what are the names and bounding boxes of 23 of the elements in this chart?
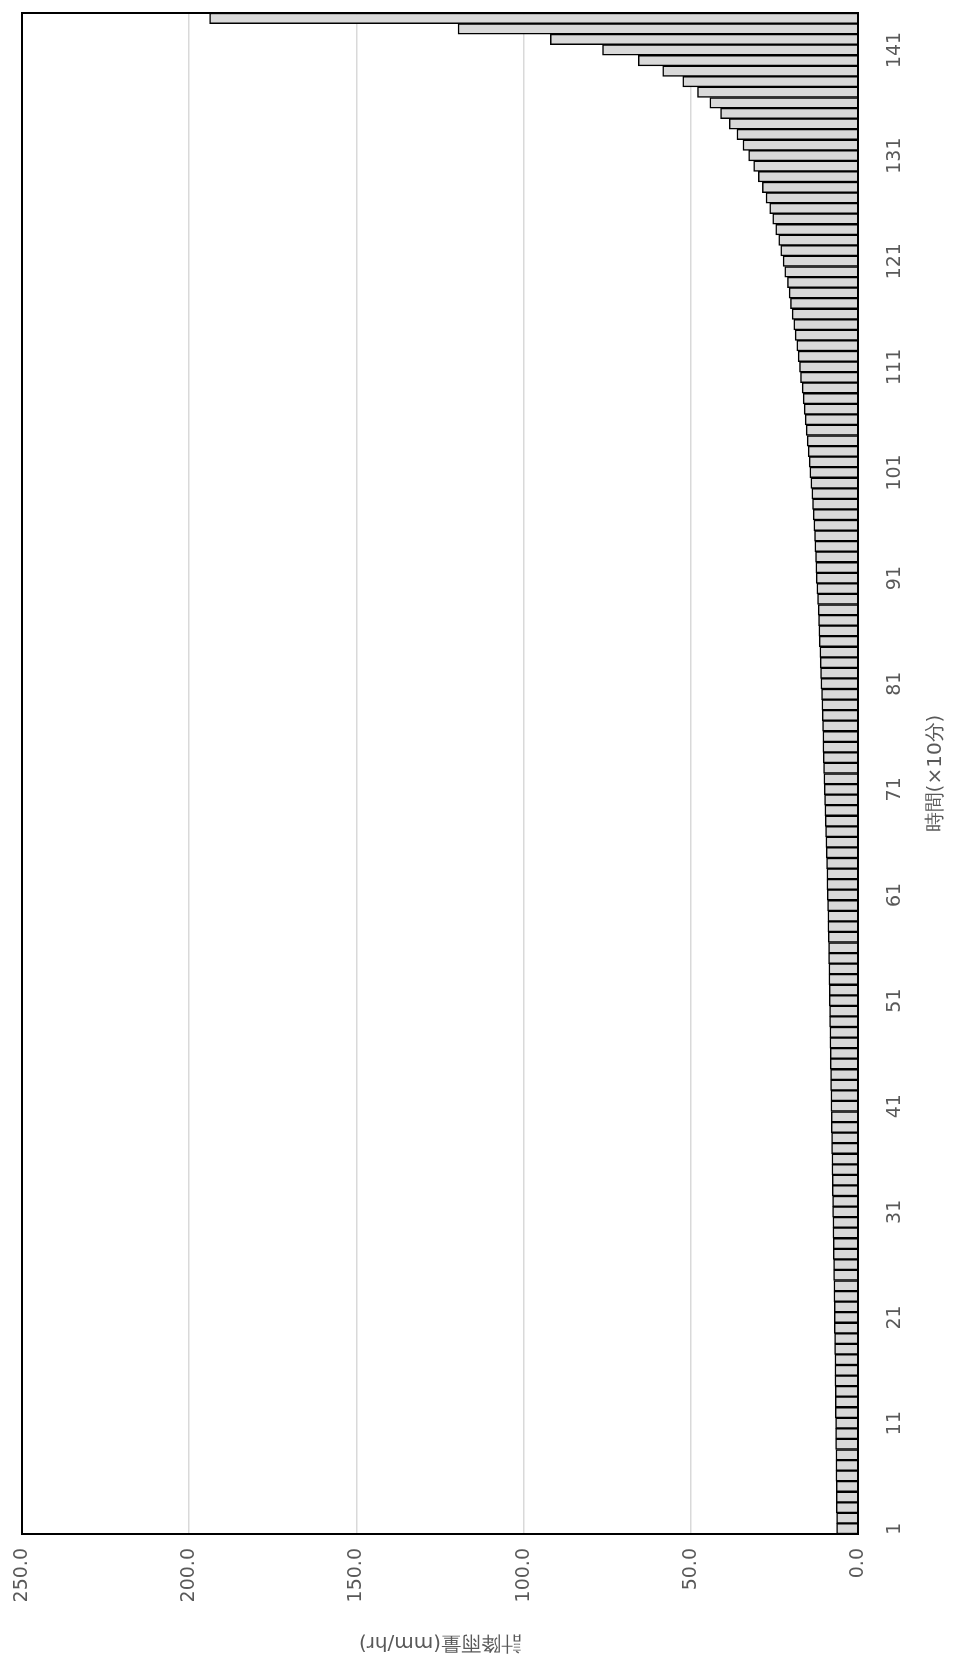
y-tick-label: 131 [881, 137, 904, 174]
y-tick-label: 91 [881, 566, 904, 591]
y-tick-label: 111 [881, 348, 904, 385]
y-tick-label: 41 [881, 1094, 904, 1119]
x-tick-label: 250.0 [8, 1548, 31, 1603]
x-axis-title: 計降雨量(mm/hr) [358, 1631, 522, 1656]
y-tick-label: 81 [881, 671, 904, 696]
y-tick-label: 51 [881, 988, 904, 1013]
y-tick-label: 1 [881, 1522, 904, 1535]
x-tick-label: 150.0 [343, 1548, 366, 1603]
y-tick-label: 11 [881, 1411, 904, 1436]
y-tick-label: 61 [881, 882, 904, 908]
x-tick-label: 100.0 [510, 1548, 533, 1603]
y-tick-label: 101 [881, 454, 904, 491]
y-tick-label: 21 [881, 1305, 904, 1330]
y-tick-label: 121 [881, 243, 904, 280]
x-tick-label: 0.0 [844, 1548, 867, 1579]
y-tick-label: 31 [881, 1199, 904, 1224]
x-tick-label: 50.0 [677, 1548, 700, 1591]
y-axis-title: 時間(×10分) [922, 714, 947, 833]
x-tick-label: 200.0 [176, 1548, 199, 1603]
y-tick-label: 141 [881, 31, 904, 69]
y-tick-label: 71 [881, 777, 904, 802]
